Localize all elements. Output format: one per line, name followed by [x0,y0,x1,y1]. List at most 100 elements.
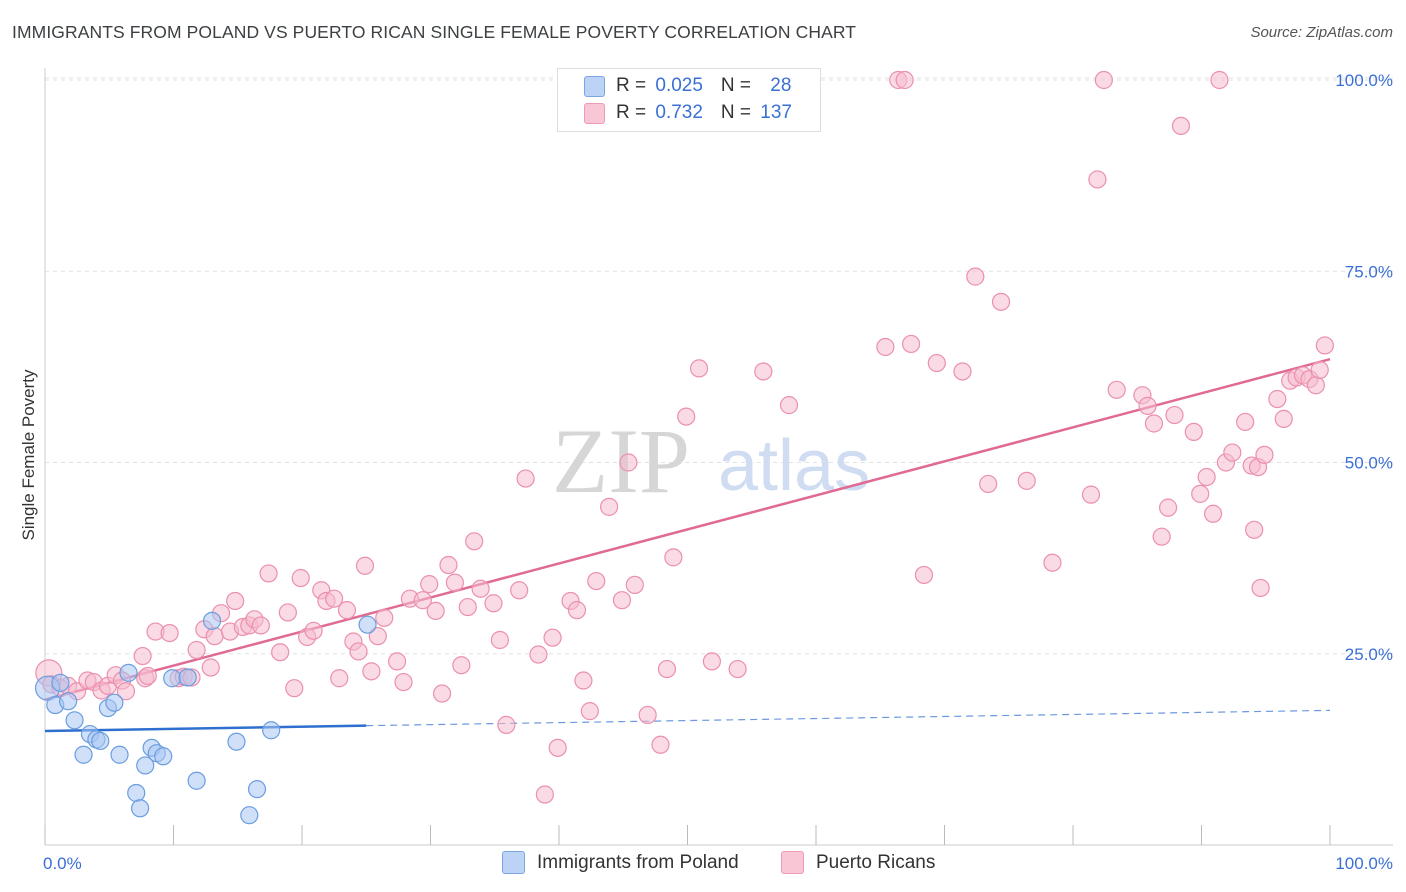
trendline-poland [44,724,367,733]
legend-row-poland: R = 0.025 N = 28 [616,73,791,99]
point-puerto-ricans [953,362,972,381]
point-puerto-ricans [1158,498,1178,517]
point-immigrants-from-poland [51,673,70,692]
point-puerto-ricans [702,652,722,671]
bottom-legend-swatch-poland [502,851,525,874]
point-immigrants-from-poland [178,668,197,687]
x-tick-label: 100.0% [1335,854,1393,873]
legend-r-value: 0.732 [655,102,703,123]
point-puerto-ricans [612,591,632,610]
point-puerto-ricans [516,469,535,488]
point-puerto-ricans [362,662,381,681]
series-immigrants-from-poland [34,611,377,825]
legend-r-value: 0.025 [655,75,703,96]
point-puerto-ricans [529,645,548,664]
point-puerto-ricans [1144,414,1164,433]
point-puerto-ricans [325,589,344,608]
point-immigrants-from-poland [358,615,377,634]
point-immigrants-from-poland [240,806,259,825]
point-puerto-ricans [1138,396,1157,415]
point-puerto-ricans [927,353,946,373]
point-puerto-ricans [116,682,136,701]
point-puerto-ricans [1274,409,1293,428]
point-puerto-ricans [779,396,799,415]
legend-swatch-puerto [584,103,605,124]
point-puerto-ricans [490,630,509,650]
bottom-legend-poland: Immigrants from Poland [502,851,739,874]
legend-n-value: 28 [770,75,792,96]
legend-row-puerto: R = 0.732 N = 137 [616,100,792,126]
point-puerto-ricans [1165,405,1184,425]
point-puerto-ricans [1210,70,1229,90]
point-puerto-ricans [251,616,270,635]
point-puerto-ricans [548,738,567,757]
series-puerto-ricans [35,70,1334,804]
point-puerto-ricans [754,362,773,381]
point-puerto-ricans [1245,520,1264,539]
point-puerto-ricans [330,669,349,688]
grid [45,77,1393,655]
point-puerto-ricans [259,564,278,583]
point-puerto-ricans [1191,484,1210,503]
point-puerto-ricans [1088,170,1107,189]
point-puerto-ricans [458,597,477,617]
point-puerto-ricans [1255,445,1274,464]
point-puerto-ricans [1197,467,1216,487]
point-puerto-ricans [1315,336,1334,355]
point-puerto-ricans [1310,360,1329,380]
trendline-poland-extension [366,709,1331,727]
point-puerto-ricans [1268,389,1287,409]
y-tick-label: 75.0% [1345,262,1393,281]
point-immigrants-from-poland [202,611,222,630]
point-puerto-ricans [625,575,644,595]
point-immigrants-from-poland [105,693,124,712]
point-immigrants-from-poland [59,692,78,711]
bottom-legend-label-poland: Immigrants from Poland [537,851,739,873]
bottom-legend-puerto: Puerto Ricans [781,851,935,874]
point-puerto-ricans [471,579,490,598]
point-puerto-ricans [432,684,452,703]
point-puerto-ricans [651,735,670,754]
point-puerto-ricans [420,575,439,594]
point-puerto-ricans [1081,485,1101,504]
watermark-atlas: atlas [718,426,870,506]
point-puerto-ricans [138,666,157,686]
point-puerto-ricans [1251,578,1270,598]
point-puerto-ricans [394,672,413,692]
point-immigrants-from-poland [65,711,84,730]
point-puerto-ricans [580,702,599,721]
point-puerto-ricans [187,640,206,660]
point-immigrants-from-poland [227,732,246,751]
point-puerto-ricans [901,334,921,354]
chart-title: IMMIGRANTS FROM POLAND VS PUERTO RICAN S… [12,22,857,42]
point-puerto-ricans [876,337,895,357]
point-puerto-ricans [1043,553,1062,572]
point-puerto-ricans [1171,116,1191,136]
point-immigrants-from-poland [247,780,267,799]
point-puerto-ricans [271,643,290,662]
watermark: ZIP atlas [552,410,870,512]
point-puerto-ricans [355,556,375,575]
point-puerto-ricans [445,573,465,592]
point-puerto-ricans [387,652,407,671]
point-puerto-ricans [543,628,562,647]
point-immigrants-from-poland [127,783,146,803]
point-puerto-ricans [226,591,245,611]
point-puerto-ricans [452,656,471,675]
point-immigrants-from-poland [187,771,206,790]
point-puerto-ricans [1107,380,1126,399]
source-label: Source: ZipAtlas.com [1250,24,1393,41]
point-puerto-ricans [375,608,394,627]
legend-swatch-poland [584,76,605,97]
point-puerto-ricans [677,407,696,426]
point-puerto-ricans [966,267,985,286]
point-puerto-ricans [728,659,747,679]
point-puerto-ricans [497,715,516,734]
point-puerto-ricans [304,621,323,640]
trendline-puerto-ricans [44,358,1331,701]
point-puerto-ricans [349,642,368,661]
point-puerto-ricans [413,591,432,610]
trendlines [44,358,1331,733]
point-puerto-ricans [689,359,709,378]
